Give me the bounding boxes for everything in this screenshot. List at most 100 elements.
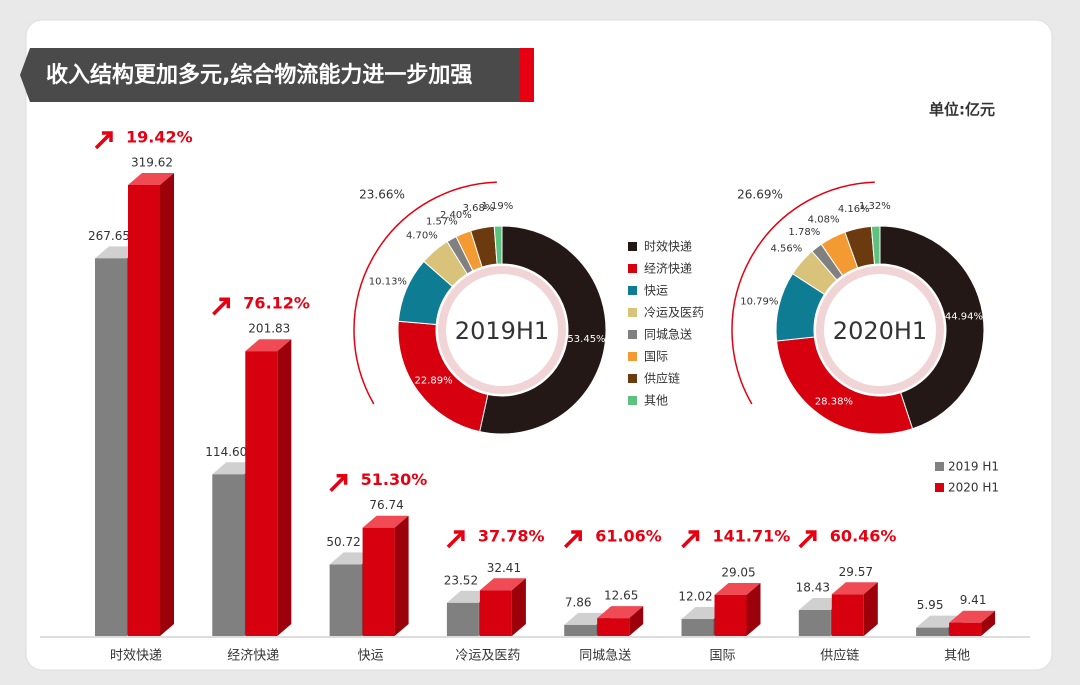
inner-ring (438, 266, 566, 394)
x-tick-label: 冷运及医药 (455, 649, 520, 664)
bar (916, 627, 949, 636)
x-tick-label: 供应链 (820, 648, 859, 664)
legend-label: 冷运及医药 (644, 306, 704, 320)
segment-label: 4.08% (808, 215, 840, 226)
legend-swatch (628, 286, 637, 295)
donut-segment (870, 225, 881, 265)
legend-label: 经济快递 (644, 261, 692, 276)
value-label: 50.72 (326, 535, 360, 549)
bar (362, 527, 395, 636)
title-accent (520, 48, 534, 102)
arc-label: 23.66% (359, 188, 405, 202)
unit: 单位:亿元 (929, 101, 995, 119)
bar (681, 619, 714, 636)
arc-bracket (353, 181, 497, 405)
bar-top (479, 578, 526, 591)
value-label: 29.05 (721, 566, 755, 580)
title: 收入结构更加多元,综合物流能力进一步加强 (46, 62, 472, 88)
growth-label: 37.78% (478, 527, 545, 546)
x-tick-label: 经济快递 (227, 649, 279, 664)
bar (479, 590, 512, 636)
legend-label: 同城急送 (644, 327, 692, 342)
segment-label: 2.40% (440, 210, 472, 221)
segment-label: 10.79% (740, 296, 778, 307)
bar (446, 602, 479, 636)
legend-label: 2019 H1 (948, 460, 999, 474)
bar-side (394, 515, 409, 636)
bar-side (160, 173, 174, 636)
segment-label: 22.89% (415, 375, 453, 386)
x-tick-label: 国际 (709, 649, 735, 664)
growth-label: 51.30% (361, 470, 428, 489)
growth-label: 60.46% (830, 527, 897, 546)
bar (95, 258, 127, 636)
growth-arrow (329, 473, 348, 492)
growth-arrow (563, 530, 582, 549)
legend-swatch (628, 396, 637, 405)
segment-label: 44.94% (945, 312, 983, 323)
value-label: 23.52 (444, 573, 478, 587)
bar-top (597, 606, 644, 619)
donut-center-label: 2020H1 (833, 317, 927, 345)
segment-label: 4.16% (838, 204, 870, 215)
bar (597, 618, 630, 636)
x-tick-label: 其他 (944, 649, 970, 664)
legend-label: 时效快递 (644, 239, 692, 254)
growth-label: 141.71% (713, 527, 791, 546)
legend-swatch (935, 483, 944, 492)
growth-arrow (798, 530, 817, 549)
bar (329, 564, 362, 636)
segment-label: 53.45% (567, 334, 605, 345)
legend-label: 其他 (644, 394, 668, 408)
value-label: 201.83 (248, 322, 290, 336)
arc-label: 26.69% (737, 188, 783, 202)
bar-top (949, 610, 996, 623)
growth-label: 19.42% (126, 128, 193, 147)
inner-ring (816, 266, 944, 394)
value-label: 319.62 (131, 156, 173, 170)
arc-bracket (731, 181, 875, 405)
x-tick-label: 时效快递 (110, 649, 162, 664)
bar (212, 474, 245, 636)
legend-swatch (628, 242, 637, 251)
legend-swatch (628, 308, 637, 317)
donut-segment (879, 225, 985, 430)
growth-arrow (212, 297, 231, 316)
legend-label: 国际 (644, 350, 668, 364)
value-label: 29.57 (839, 565, 873, 579)
value-label: 18.43 (796, 580, 830, 594)
legend-swatch (628, 352, 637, 361)
legend-swatch (628, 330, 637, 339)
legend-swatch (628, 374, 637, 383)
legend-swatch (628, 264, 637, 273)
value-label: 76.74 (369, 498, 403, 512)
donut-segment (479, 225, 607, 435)
segment-label: 4.56% (770, 244, 802, 255)
legend-label: 供应链 (644, 371, 680, 386)
value-label: 114.60 (205, 445, 247, 459)
bar-side (511, 578, 526, 636)
bar (245, 351, 278, 636)
value-label: 9.41 (960, 593, 987, 607)
segment-label: 3.68% (463, 203, 495, 214)
card (25, 19, 1053, 671)
bar (564, 624, 597, 636)
bar-side (277, 339, 292, 636)
growth-arrow (681, 530, 700, 549)
growth-arrow (94, 131, 113, 150)
bar-top (831, 582, 878, 595)
donut-center-label: 2019H1 (455, 317, 549, 345)
bar (714, 595, 747, 636)
segment-label: 1.32% (859, 201, 891, 212)
legend-label: 2020 H1 (948, 481, 999, 495)
segment-label: 28.38% (815, 396, 853, 407)
growth-label: 61.06% (595, 527, 662, 546)
value-label: 32.41 (487, 561, 521, 575)
value-label: 267.65 (88, 229, 130, 243)
growth-arrow (446, 530, 465, 549)
bar (798, 609, 831, 636)
bar (128, 185, 160, 636)
segment-label: 4.70% (406, 230, 438, 241)
donut-segment (493, 225, 503, 265)
